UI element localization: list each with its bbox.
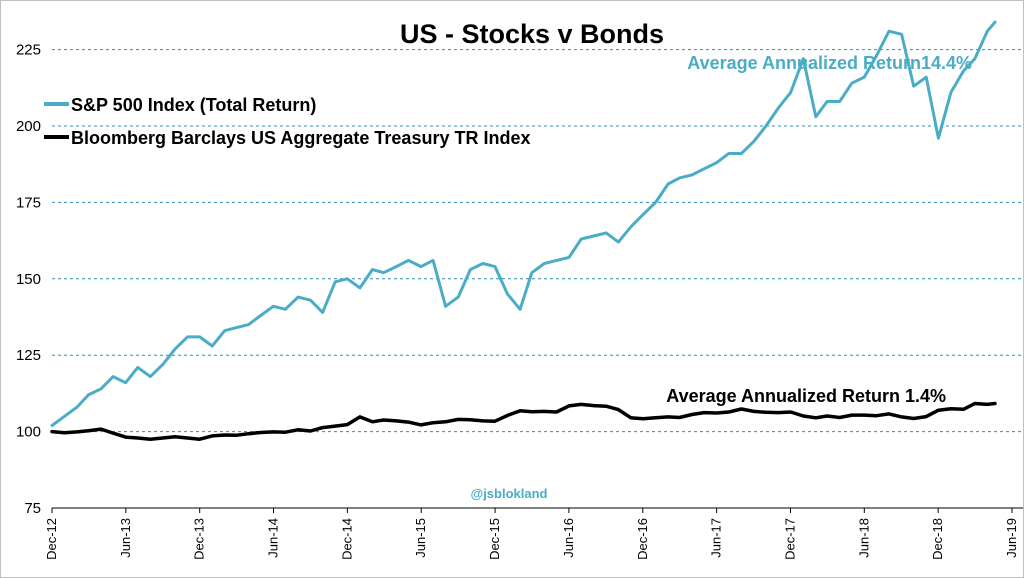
annotation-sp500-return: Average Annualized Return14.4% [687,53,972,73]
x-tick-label: Jun-18 [856,518,871,558]
chart-title: US - Stocks v Bonds [400,19,664,49]
y-tick-label: 125 [16,347,41,364]
x-axis: Dec-12 Jun-13 Dec-13 Jun-14 Dec-14 Jun-15 Dec-… [44,507,1023,560]
x-tick-label: Jun-19 [1004,518,1019,558]
x-tick-label: Dec-12 [44,518,59,560]
annotation-treasury-return: Average Annualized Return 1.4% [666,386,946,406]
legend-item-sp500: S&P 500 Index (Total Return) [44,95,316,115]
watermark-text: @jsblokland [471,486,548,501]
series-layer [50,20,997,441]
legend-label-treasury: Bloomberg Barclays US Aggregate Treasury… [71,128,530,148]
y-tick-label: 200 [16,118,41,135]
x-tick-label: Dec-18 [930,518,945,560]
legend: S&P 500 Index (Total Return) Bloomberg B… [44,95,530,148]
x-tick-label: Jun-16 [561,518,576,558]
x-tick-label: Dec-13 [192,518,207,560]
x-tick-label: Jun-14 [266,518,281,558]
y-tick-label: 225 [16,42,41,59]
series-line-treasury [50,401,997,441]
x-tick-label: Dec-16 [635,518,650,560]
y-tick-label: 100 [16,424,41,441]
legend-label-sp500: S&P 500 Index (Total Return) [71,95,316,115]
y-tick-label: 175 [16,194,41,211]
x-tick-label: Dec-14 [339,518,354,560]
x-tick-label: Jun-17 [709,518,724,558]
y-tick-label: 75 [24,500,41,517]
x-tick-label: Dec-17 [782,518,797,560]
x-tick-label: Jun-15 [413,518,428,558]
x-tick-label: Dec-15 [487,518,502,560]
y-tick-label: 150 [16,271,41,288]
series-line-sp500 [50,20,997,427]
legend-item-treasury: Bloomberg Barclays US Aggregate Treasury… [44,128,530,148]
y-axis: 75 100 125 150 175 200 225 [16,42,41,517]
x-tick-label: Jun-13 [118,518,133,558]
